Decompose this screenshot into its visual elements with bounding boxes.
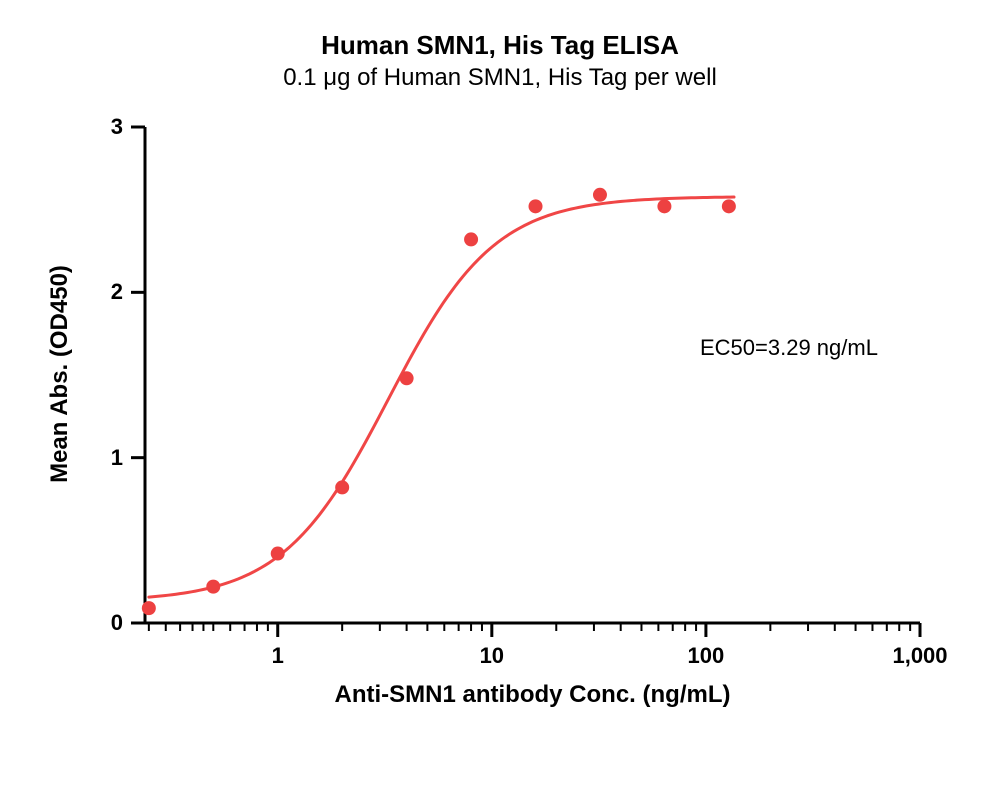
y-tick-label: 2 — [111, 279, 123, 305]
y-tick-label: 3 — [111, 114, 123, 140]
y-tick-label: 0 — [111, 610, 123, 636]
elisa-chart: Human SMN1, His Tag ELISA 0.1 μg of Huma… — [0, 0, 1000, 791]
x-axis-label: Anti-SMN1 antibody Conc. (ng/mL) — [145, 681, 920, 709]
x-tick-label: 100 — [666, 643, 746, 669]
ec50-annotation: EC50=3.29 ng/mL — [700, 335, 878, 361]
plot-area — [0, 0, 1000, 791]
x-tick-label: 1 — [238, 643, 318, 669]
x-tick-label: 1,000 — [880, 643, 960, 669]
y-axis-label: Mean Abs. (OD450) — [46, 224, 74, 524]
y-tick-label: 1 — [111, 445, 123, 471]
x-tick-label: 10 — [452, 643, 532, 669]
